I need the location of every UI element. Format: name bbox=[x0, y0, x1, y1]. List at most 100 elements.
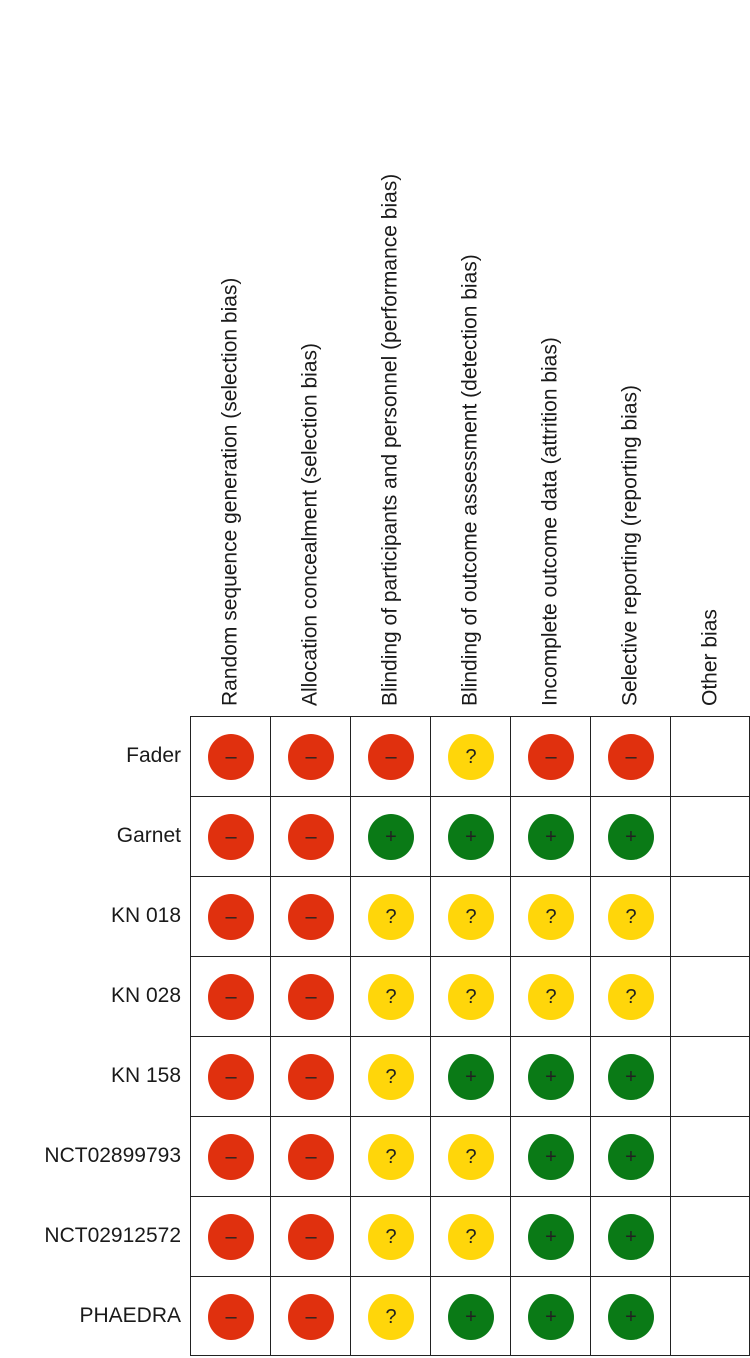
rating-cell bbox=[670, 1276, 750, 1356]
column-header-label: Allocation concealment (selection bias) bbox=[298, 342, 322, 706]
rating-cell: + bbox=[430, 1276, 510, 1356]
rating-cell: ? bbox=[510, 876, 590, 956]
rating-cell: – bbox=[350, 716, 430, 796]
rating-cell: – bbox=[190, 956, 270, 1036]
question-icon: ? bbox=[448, 974, 494, 1020]
rating-cell: ? bbox=[510, 956, 590, 1036]
rating-cell: – bbox=[510, 716, 590, 796]
rating-cell: + bbox=[510, 1036, 590, 1116]
minus-icon: – bbox=[368, 734, 414, 780]
rating-cell: + bbox=[590, 1036, 670, 1116]
rating-cell bbox=[670, 1116, 750, 1196]
study-labels: Fader Garnet KN 018 KN 028 KN 158 NCT02899793… bbox=[0, 716, 190, 1356]
study-label: NCT02912572 bbox=[44, 1224, 181, 1247]
plus-icon: + bbox=[528, 814, 574, 860]
minus-icon: – bbox=[208, 894, 254, 940]
study-label: KN 028 bbox=[110, 984, 181, 1007]
rating-cell: + bbox=[590, 1276, 670, 1356]
rating-cell: – bbox=[190, 1196, 270, 1276]
question-icon: ? bbox=[448, 894, 494, 940]
question-icon: ? bbox=[368, 1214, 414, 1260]
rating-cell: – bbox=[190, 876, 270, 956]
rating-cell: – bbox=[270, 716, 350, 796]
plus-icon: + bbox=[528, 1214, 574, 1260]
plus-icon: + bbox=[528, 1054, 574, 1100]
rating-cell: – bbox=[190, 796, 270, 876]
minus-icon: – bbox=[288, 814, 334, 860]
rating-cell: – bbox=[270, 1196, 350, 1276]
minus-icon: – bbox=[208, 974, 254, 1020]
study-label: PHAEDRA bbox=[79, 1304, 181, 1327]
rating-cell: – bbox=[590, 716, 670, 796]
rating-cell: – bbox=[190, 1276, 270, 1356]
rating-cell: ? bbox=[430, 1116, 510, 1196]
rating-cell: + bbox=[590, 796, 670, 876]
rating-cell: ? bbox=[350, 1116, 430, 1196]
column-header-label: Other bias bbox=[698, 609, 722, 706]
question-icon: ? bbox=[368, 1134, 414, 1180]
minus-icon: – bbox=[208, 1294, 254, 1340]
rating-cell: – bbox=[270, 1116, 350, 1196]
rating-cell: + bbox=[430, 1036, 510, 1116]
minus-icon: – bbox=[208, 1214, 254, 1260]
question-icon: ? bbox=[448, 734, 494, 780]
rating-cell: + bbox=[590, 1116, 670, 1196]
column-header-label: Incomplete outcome data (attrition bias) bbox=[538, 337, 562, 706]
question-icon: ? bbox=[448, 1214, 494, 1260]
rating-cell: + bbox=[510, 1116, 590, 1196]
rating-cell: + bbox=[510, 1196, 590, 1276]
minus-icon: – bbox=[528, 734, 574, 780]
column-header-label: Random sequence generation (selection bi… bbox=[218, 277, 242, 706]
question-icon: ? bbox=[368, 1054, 414, 1100]
minus-icon: – bbox=[208, 1054, 254, 1100]
rating-cell bbox=[670, 956, 750, 1036]
plus-icon: + bbox=[448, 814, 494, 860]
question-icon: ? bbox=[368, 894, 414, 940]
plus-icon: + bbox=[608, 1134, 654, 1180]
rating-cell bbox=[670, 716, 750, 796]
rating-cell: ? bbox=[350, 1196, 430, 1276]
minus-icon: – bbox=[288, 734, 334, 780]
rating-cell: ? bbox=[430, 716, 510, 796]
question-icon: ? bbox=[528, 894, 574, 940]
plus-icon: + bbox=[608, 1054, 654, 1100]
plus-icon: + bbox=[368, 814, 414, 860]
minus-icon: – bbox=[208, 734, 254, 780]
rating-cell: – bbox=[190, 716, 270, 796]
minus-icon: – bbox=[608, 734, 654, 780]
rating-cell: – bbox=[190, 1116, 270, 1196]
plus-icon: + bbox=[608, 814, 654, 860]
rating-cell: + bbox=[350, 796, 430, 876]
minus-icon: – bbox=[208, 814, 254, 860]
rating-cell: – bbox=[270, 956, 350, 1036]
plus-icon: + bbox=[528, 1294, 574, 1340]
rating-cell: + bbox=[510, 1276, 590, 1356]
rating-cell: + bbox=[590, 1196, 670, 1276]
column-header-label: Blinding of outcome assessment (detectio… bbox=[458, 254, 482, 706]
rating-cell: – bbox=[270, 1276, 350, 1356]
question-icon: ? bbox=[608, 894, 654, 940]
minus-icon: – bbox=[288, 1134, 334, 1180]
rating-cell: ? bbox=[350, 1276, 430, 1356]
question-icon: ? bbox=[368, 1294, 414, 1340]
plus-icon: + bbox=[448, 1054, 494, 1100]
question-icon: ? bbox=[368, 974, 414, 1020]
question-icon: ? bbox=[528, 974, 574, 1020]
column-headers: Random sequence generation (selection bi… bbox=[218, 173, 722, 706]
rating-cell: ? bbox=[350, 956, 430, 1036]
rating-cell: ? bbox=[350, 876, 430, 956]
study-label: NCT02899793 bbox=[44, 1144, 181, 1167]
rating-cell: ? bbox=[350, 1036, 430, 1116]
risk-of-bias-grid: – – –? – – – – + + + + – –???? – –???? – –? + + + – –?? + + – –??… bbox=[190, 716, 750, 1356]
minus-icon: – bbox=[288, 894, 334, 940]
minus-icon: – bbox=[288, 1054, 334, 1100]
rating-cell bbox=[670, 1036, 750, 1116]
column-header-label: Blinding of participants and personnel (… bbox=[378, 173, 402, 706]
plus-icon: + bbox=[608, 1294, 654, 1340]
rating-cell: ? bbox=[430, 1196, 510, 1276]
rating-cell: + bbox=[430, 796, 510, 876]
column-header-label: Selective reporting (reporting bias) bbox=[618, 385, 642, 706]
question-icon: ? bbox=[448, 1134, 494, 1180]
study-label: KN 018 bbox=[110, 904, 181, 927]
rating-cell: ? bbox=[590, 956, 670, 1036]
